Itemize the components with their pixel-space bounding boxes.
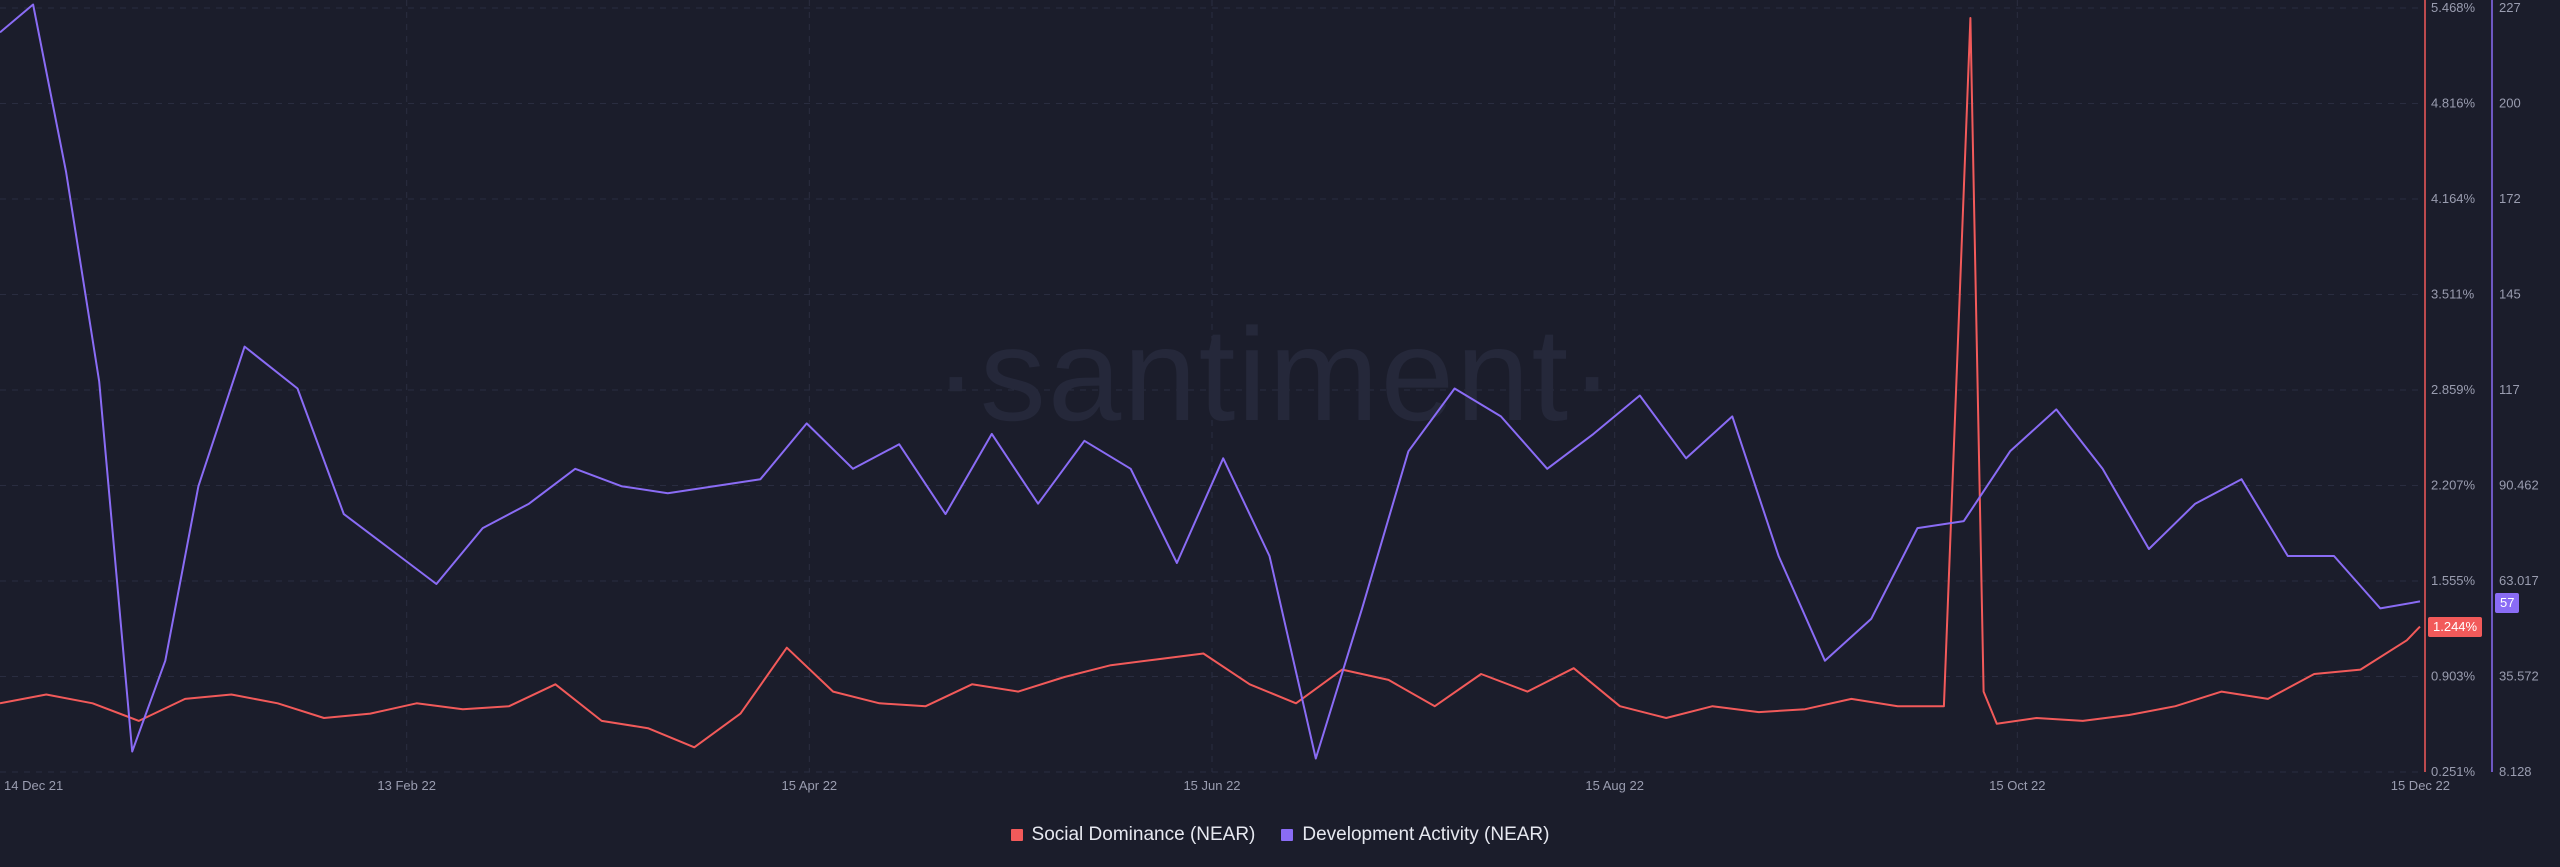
social-dominance-swatch xyxy=(1010,829,1023,841)
x-tick-label: 13 Feb 22 xyxy=(377,778,436,793)
y-right-tick-label: 200 xyxy=(2499,96,2521,111)
dev-activity-axis: 227 200 172 145 117 90.462 63.017 35.572 8.128 xyxy=(2499,0,2539,779)
y-left-tick-label: 4.164% xyxy=(2431,191,2476,206)
legend-label: Development Activity (NEAR) xyxy=(1302,824,1550,845)
y-left-tick-label: 2.207% xyxy=(2431,478,2476,493)
y-left-tick-label: 3.511% xyxy=(2431,287,2475,302)
y-left-tick-label: 1.555% xyxy=(2431,573,2476,588)
x-tick-label: 15 Jun 22 xyxy=(1183,778,1240,793)
y-left-tick-label: 2.859% xyxy=(2431,382,2476,397)
watermark: ·santiment· xyxy=(934,301,1616,448)
y-left-tick-label: 0.251% xyxy=(2431,764,2476,779)
y-right-tick-label: 145 xyxy=(2499,287,2521,302)
social-dominance-last-value: 1.244% xyxy=(2428,617,2483,637)
y-right-tick-label: 35.572 xyxy=(2499,669,2539,684)
y-left-tick-label: 4.816% xyxy=(2431,96,2476,111)
dev-activity-last-value: 57 xyxy=(2495,593,2520,613)
y-right-tick-label: 172 xyxy=(2499,191,2521,206)
y-right-tick-label: 117 xyxy=(2499,382,2520,397)
legend-item-dev-activity[interactable]: Development Activity (NEAR) xyxy=(1281,824,1549,846)
y-right-tick-label: 63.017 xyxy=(2499,573,2539,588)
dev-activity-line xyxy=(0,3,2421,760)
social-dominance-axis: 5.468% 4.816% 4.164% 3.511% 2.859% 2.207% 1.55… xyxy=(2431,0,2476,779)
dev-activity-swatch xyxy=(1281,829,1294,841)
legend: Social Dominance (NEAR) Development Acti… xyxy=(0,820,2560,850)
series-lines xyxy=(0,3,2421,760)
y-right-tick-label: 90.462 xyxy=(2499,478,2539,493)
x-tick-label: 15 Aug 22 xyxy=(1585,778,1644,793)
x-tick-label: 15 Dec 22 xyxy=(2391,778,2450,793)
x-tick-label: 15 Oct 22 xyxy=(1989,778,2045,793)
y-right-tick-label: 227 xyxy=(2499,0,2521,15)
social-dominance-line xyxy=(0,17,2421,749)
date-axis: 14 Dec 21 13 Feb 22 15 Apr 22 15 Jun 22 15 A… xyxy=(4,778,2450,793)
y-right-tick-label: 8.128 xyxy=(2499,764,2532,779)
legend-item-social-dominance[interactable]: Social Dominance (NEAR) xyxy=(1010,824,1256,846)
y-left-tick-label: 0.903% xyxy=(2431,669,2476,684)
x-tick-label: 15 Apr 22 xyxy=(782,778,838,793)
legend-label: Social Dominance (NEAR) xyxy=(1031,824,1256,845)
x-tick-label: 14 Dec 21 xyxy=(4,778,63,793)
y-left-tick-label: 5.468% xyxy=(2431,0,2476,15)
grid-lines xyxy=(0,0,2420,773)
